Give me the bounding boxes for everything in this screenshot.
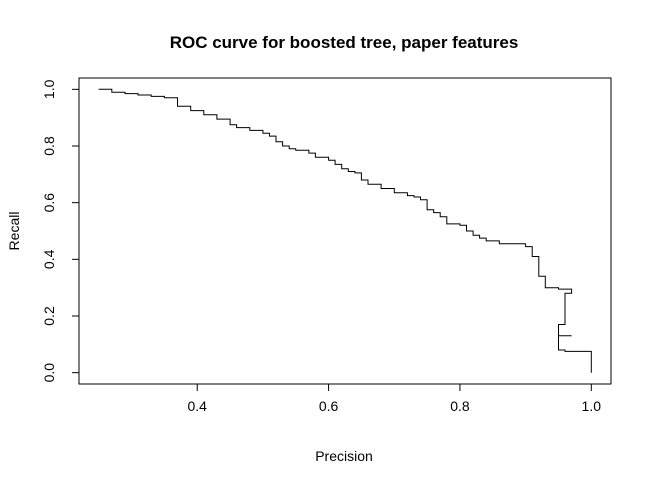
y-axis-label: Recall — [6, 212, 22, 251]
chart-title: ROC curve for boosted tree, paper featur… — [170, 33, 519, 52]
plot-area — [78, 77, 612, 385]
series-line — [98, 88, 592, 373]
x-tick-label: 0.4 — [187, 398, 207, 414]
x-tick-label: 1.0 — [582, 398, 602, 414]
x-axis-label: Precision — [315, 448, 373, 464]
y-tick-label: 0.2 — [41, 306, 57, 326]
y-tick-label: 1.0 — [41, 79, 57, 99]
y-tick-label: 0.0 — [41, 363, 57, 383]
x-axis: 0.4 0.6 0.8 1.0 — [187, 383, 602, 414]
y-tick-label: 0.4 — [41, 249, 57, 269]
y-axis: 0.0 0.2 0.4 0.6 0.8 1.0 — [41, 79, 80, 383]
series-layer — [98, 88, 592, 373]
y-tick-label: 0.8 — [41, 136, 57, 156]
y-tick-label: 0.6 — [41, 193, 57, 213]
x-tick-label: 0.8 — [450, 398, 470, 414]
x-tick-label: 0.6 — [319, 398, 339, 414]
